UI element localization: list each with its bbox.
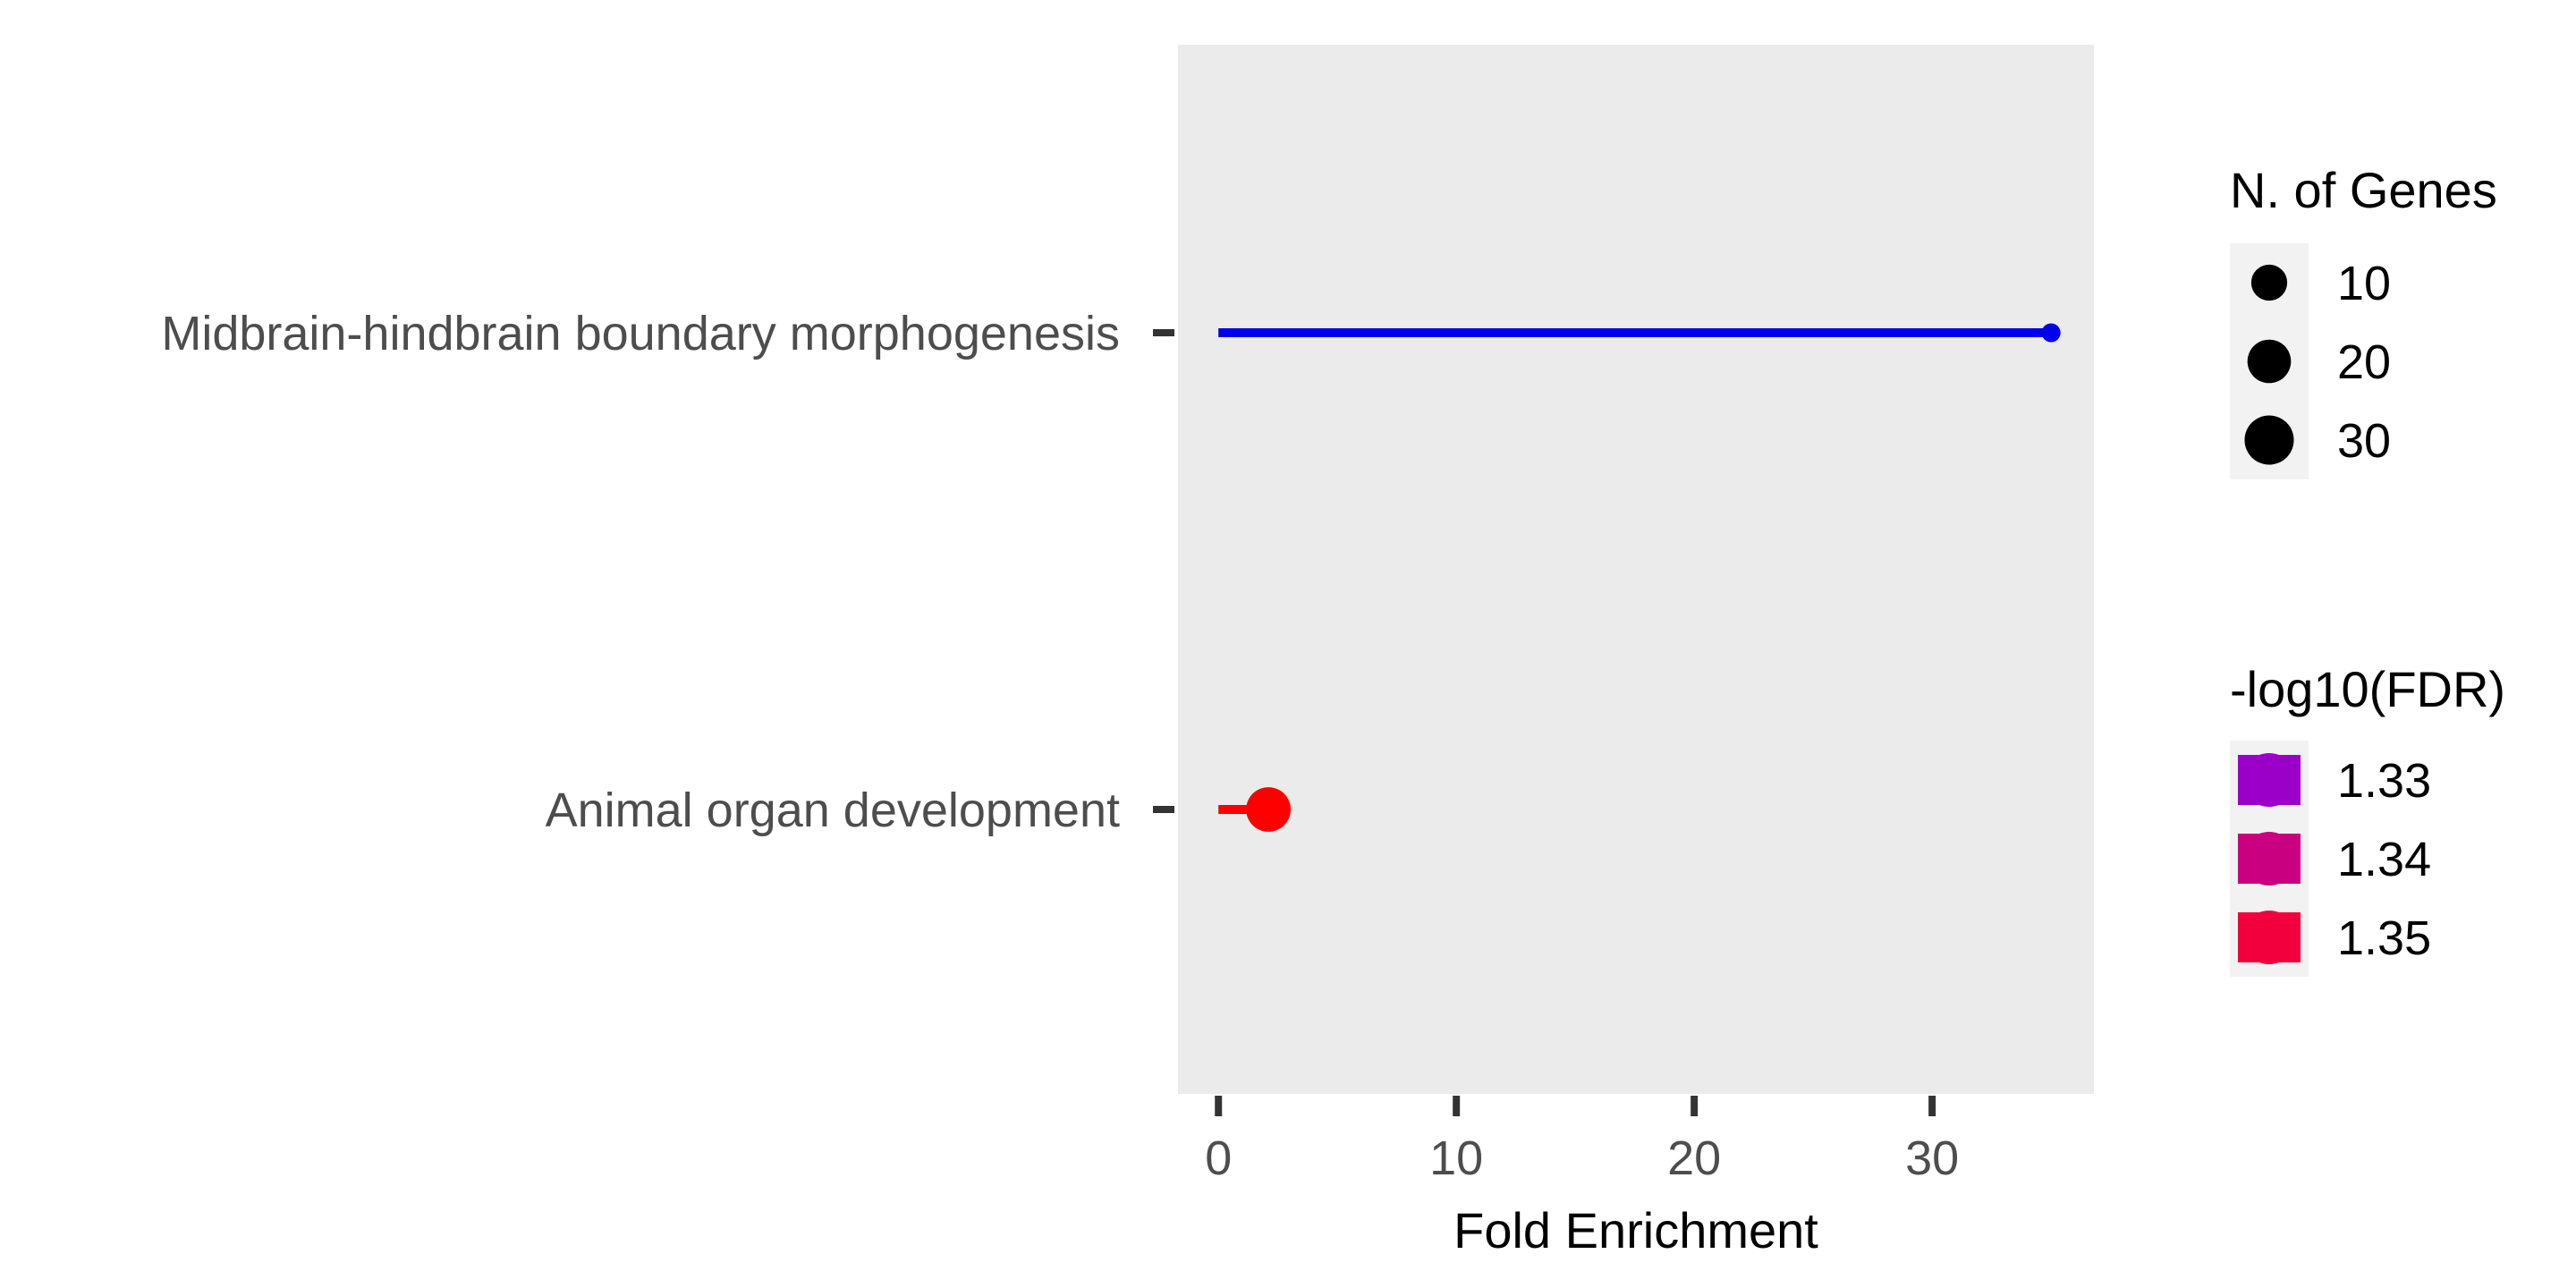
x-tick-label: 20 — [1667, 1131, 1721, 1185]
size-legend: N. of Genes 10 20 30 — [2230, 162, 2497, 479]
plot-panel — [1178, 45, 2094, 1094]
size-legend-label: 30 — [2337, 414, 2391, 468]
color-legend-label: 1.35 — [2337, 911, 2431, 965]
x-axis: 0 10 20 30 — [1205, 1096, 1959, 1185]
x-tick-label: 10 — [1429, 1131, 1483, 1185]
lollipop-point — [1246, 787, 1292, 832]
size-legend-key — [2247, 339, 2292, 384]
size-legend-label: 20 — [2337, 335, 2391, 389]
x-axis-title: Fold Enrichment — [1453, 1202, 1818, 1258]
lollipop-series — [1218, 323, 2061, 832]
lollipop-point — [2041, 323, 2061, 343]
size-legend-title: N. of Genes — [2230, 162, 2497, 218]
color-legend: -log10(FDR) 1.33 1.34 1.35 — [2230, 661, 2505, 977]
color-legend-label: 1.34 — [2337, 833, 2431, 886]
x-tick-label: 30 — [1905, 1131, 1959, 1185]
y-tick-label: Midbrain-hindbrain boundary morphogenesi… — [161, 307, 1120, 360]
size-legend-label: 10 — [2337, 257, 2391, 310]
x-tick-label: 0 — [1205, 1131, 1232, 1185]
color-legend-label: 1.33 — [2337, 754, 2431, 808]
color-legend-key-dot — [2242, 911, 2296, 964]
y-tick-label: Animal organ development — [546, 784, 1120, 837]
color-legend-key-dot — [2242, 832, 2296, 886]
color-legend-key-dot — [2242, 753, 2296, 807]
size-legend-key — [2250, 264, 2288, 301]
y-axis: Midbrain-hindbrain boundary morphogenesi… — [161, 307, 1174, 837]
color-legend-title: -log10(FDR) — [2230, 661, 2505, 717]
size-legend-key — [2244, 415, 2294, 465]
